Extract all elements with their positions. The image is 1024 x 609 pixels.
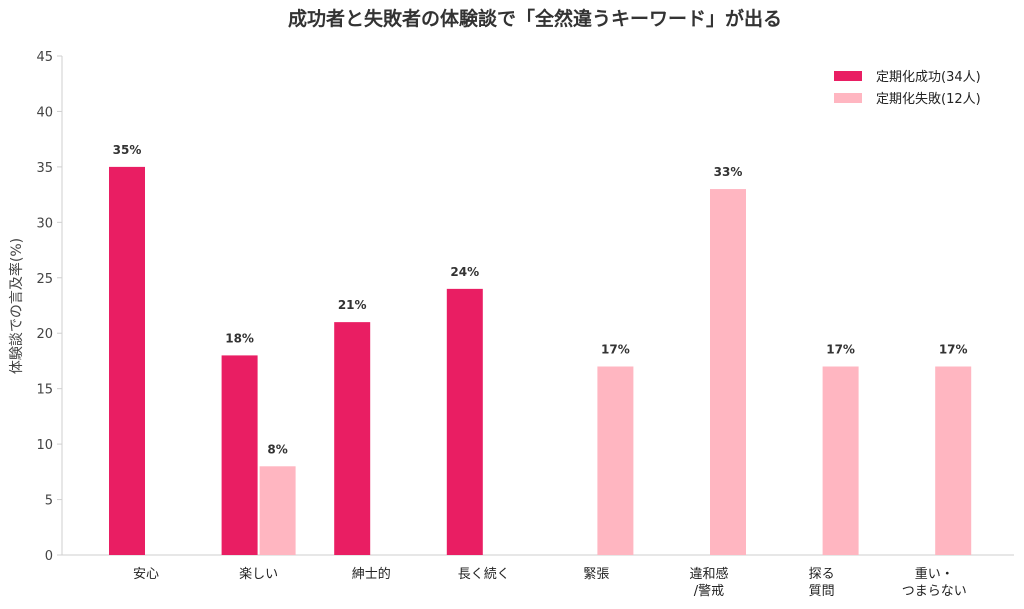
x-tick-label-line: 長く続く: [458, 567, 510, 582]
bar: [259, 466, 296, 555]
legend: 定期化成功(34人) 定期化失敗(12人): [834, 70, 981, 107]
bar-data-label: 8%: [267, 442, 287, 456]
legend-label: 定期化失敗(12人): [876, 92, 981, 107]
x-tick-label-line: 紳士的: [352, 566, 391, 582]
y-tick-label: 0: [45, 549, 53, 564]
x-tick-label-line: 緊張: [583, 567, 609, 582]
x-tick-label-line: つまらない: [902, 584, 967, 599]
x-tick-label: 探る質問: [809, 567, 835, 599]
bar: [109, 166, 145, 555]
x-tick-label: 重い・つまらない: [902, 566, 967, 599]
x-axis-categories: 安心 楽しい 紳士的 長く続く 緊張 違和感/警戒 探る質問 重い・つまらない: [133, 566, 967, 599]
bar-data-label: 17%: [826, 342, 855, 356]
x-tick-label-line: 楽しい: [239, 566, 278, 582]
legend-swatch: [834, 71, 862, 81]
bar-data-label: 21%: [338, 298, 367, 312]
x-tick-label: 緊張: [583, 567, 609, 582]
axes: 0 5 10 15 20 25 30 35 40 45: [36, 50, 1014, 564]
bar: [221, 355, 258, 555]
x-tick-label: 楽しい: [239, 566, 278, 582]
data-labels: 35% 18% 21% 24% 8% 17% 33% 17% 17%: [113, 143, 968, 456]
bar-data-label: 24%: [450, 265, 479, 279]
bar: [822, 366, 859, 555]
legend-label: 定期化成功(34人): [876, 70, 981, 85]
x-tick-label: 紳士的: [352, 566, 391, 582]
x-tick-label-line: 違和感: [689, 566, 728, 582]
bar: [935, 366, 972, 555]
x-tick-label-line: /警戒: [694, 583, 724, 599]
y-tick-label: 45: [36, 50, 53, 65]
x-tick-label: 長く続く: [458, 567, 510, 582]
bar: [597, 366, 634, 555]
bar-data-label: 18%: [225, 331, 254, 345]
bar-data-label: 17%: [601, 342, 630, 356]
y-tick-label: 25: [36, 272, 53, 287]
x-tick-label-line: 重い・: [915, 566, 954, 582]
y-tick-label: 5: [45, 494, 53, 509]
y-tick-label: 20: [36, 327, 53, 342]
x-tick-label: 安心: [133, 567, 159, 582]
x-tick-label: 違和感/警戒: [689, 566, 728, 599]
y-tick-label: 35: [36, 161, 53, 176]
y-tick-label: 30: [36, 216, 53, 231]
bars: [109, 166, 972, 556]
bar-data-label: 35%: [113, 143, 142, 157]
bar: [710, 189, 746, 556]
y-axis-label: 体験談での言及率(%): [8, 238, 25, 374]
y-tick-label: 10: [36, 438, 53, 453]
bar: [446, 288, 483, 555]
y-tick-label: 40: [36, 105, 53, 120]
legend-swatch: [834, 93, 862, 103]
chart-title: 成功者と失敗者の体験談で「全然違うキーワード」が出る: [288, 7, 782, 30]
bar-data-label: 17%: [939, 342, 968, 356]
bar: [334, 322, 371, 555]
x-tick-label-line: 安心: [133, 567, 159, 582]
x-tick-label-line: 質問: [809, 584, 835, 599]
bar-data-label: 33%: [714, 165, 743, 179]
x-tick-label-line: 探る: [809, 567, 835, 582]
y-tick-label: 15: [36, 383, 53, 398]
